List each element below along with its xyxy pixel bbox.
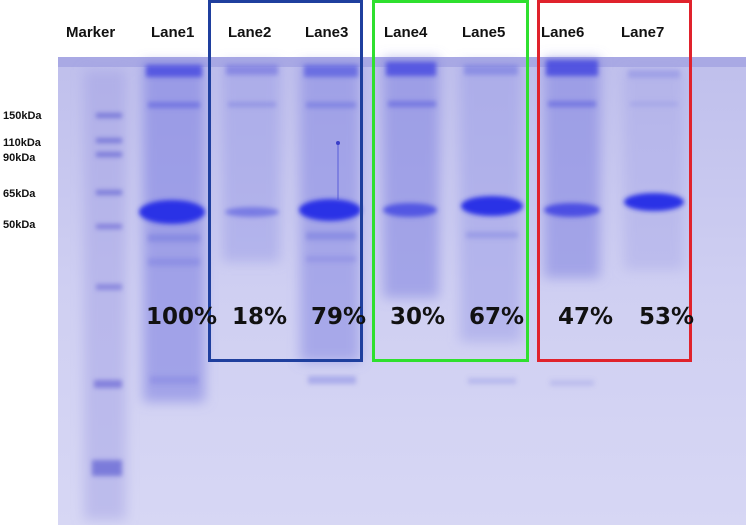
- gel-artifact-dot: [336, 141, 340, 145]
- upper-band: [226, 65, 278, 75]
- lower-band: [550, 380, 594, 386]
- lane-label-4: Lane4: [384, 24, 428, 41]
- upper-band: [148, 102, 200, 108]
- mw-label-110: 110kDa: [3, 137, 41, 149]
- marker-band: [96, 190, 122, 195]
- lower-band: [306, 256, 356, 262]
- lower-band: [466, 232, 518, 238]
- upper-band: [388, 101, 436, 107]
- lane-label-5: Lane5: [462, 24, 506, 41]
- smear-lane4: [383, 58, 439, 298]
- marker-band: [96, 138, 122, 143]
- lane-label-3: Lane3: [305, 24, 349, 41]
- lane-label-marker: Marker: [66, 24, 116, 41]
- upper-band: [464, 65, 518, 75]
- mw-label-90: 90kDa: [3, 152, 36, 164]
- lane-label-7: Lane7: [621, 24, 665, 41]
- smear-lane2: [222, 62, 280, 262]
- mw-label-50: 50kDa: [3, 219, 36, 231]
- main-band-lane2: [225, 207, 279, 217]
- percent-lane3: 79%: [311, 304, 367, 330]
- lane-label-1: Lane1: [151, 24, 195, 41]
- upper-band: [306, 102, 356, 108]
- lower-band: [306, 232, 356, 240]
- mw-label-150: 150kDa: [3, 110, 42, 122]
- marker-band: [96, 113, 122, 118]
- upper-band: [628, 70, 680, 78]
- main-band-lane1: [139, 200, 205, 224]
- lane-label-2: Lane2: [228, 24, 272, 41]
- percent-lane2: 18%: [232, 304, 288, 330]
- lower-bands: [148, 232, 594, 386]
- main-band-lane4: [383, 203, 437, 217]
- upper-band: [548, 101, 596, 107]
- marker-band: [96, 152, 122, 157]
- upper-band: [630, 102, 678, 106]
- main-band-lane7: [624, 193, 684, 211]
- percent-lane1: 100%: [146, 304, 218, 330]
- marker-band: [94, 380, 122, 388]
- percent-lane4: 30%: [390, 304, 446, 330]
- upper-band: [228, 102, 276, 107]
- main-band-lane3: [299, 199, 361, 221]
- group-box-red: [537, 0, 692, 362]
- percent-lane5: 67%: [469, 304, 525, 330]
- marker-band: [92, 460, 122, 476]
- smear-lane6: [544, 58, 600, 278]
- main-band-lane5: [461, 196, 523, 216]
- upper-band: [146, 65, 202, 77]
- smear-lane1: [143, 62, 205, 402]
- lower-band: [148, 258, 200, 266]
- group-box-green: [372, 0, 529, 362]
- lower-band: [308, 376, 356, 384]
- marker-bands: [92, 113, 122, 476]
- lane-label-6: Lane6: [541, 24, 585, 41]
- upper-band: [546, 60, 598, 76]
- lower-band: [148, 234, 200, 242]
- upper-bands: [146, 60, 680, 108]
- upper-band: [386, 62, 436, 76]
- lower-band: [150, 376, 198, 384]
- marker-band: [96, 224, 122, 229]
- upper-band: [304, 65, 358, 77]
- mw-label-65: 65kDa: [3, 188, 36, 200]
- percent-lane6: 47%: [558, 304, 614, 330]
- percent-lane7: 53%: [639, 304, 695, 330]
- lower-band: [468, 378, 516, 384]
- main-bands: [139, 193, 684, 224]
- main-band-lane6: [544, 203, 600, 217]
- smear-marker: [84, 70, 126, 520]
- marker-band: [96, 284, 122, 290]
- group-box-blue: [208, 0, 363, 362]
